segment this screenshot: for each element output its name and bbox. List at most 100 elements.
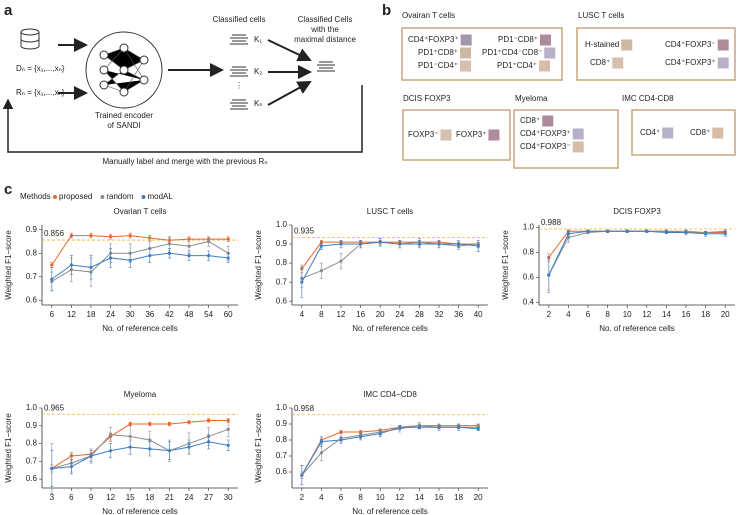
cell-image <box>572 141 584 153</box>
point <box>148 236 152 240</box>
x-tick-label: 24 <box>185 493 194 502</box>
point <box>625 229 629 233</box>
x-tick-label: 30 <box>126 310 135 319</box>
x-tick-label: 4 <box>300 310 305 319</box>
point <box>339 430 343 434</box>
y-tick-label: 0.6 <box>26 474 38 483</box>
group-title: Myeloma <box>515 94 548 103</box>
point <box>339 242 343 246</box>
x-tick-label: 24 <box>106 310 115 319</box>
point <box>226 237 230 241</box>
x-tick-label: 18 <box>87 310 96 319</box>
x-tick-label: 32 <box>435 310 444 319</box>
x-tick-label: 18 <box>145 493 154 502</box>
cell-label: PD1⁻CD4⁺ <box>418 61 458 70</box>
point <box>476 427 480 431</box>
cell-image <box>612 57 624 69</box>
x-tick-label: 14 <box>415 493 424 502</box>
point <box>69 263 73 267</box>
series-line <box>301 425 479 476</box>
series-line <box>301 241 479 283</box>
feedback-label: Manually label and merge with the previo… <box>102 157 267 166</box>
x-tick-label: 42 <box>165 310 174 319</box>
group-box <box>401 27 563 81</box>
point <box>476 244 480 248</box>
y-tick-label: 0.9 <box>276 239 288 248</box>
x-axis-label: No. of reference cells <box>599 324 675 333</box>
legend-label: modAL <box>147 192 173 201</box>
point <box>207 253 211 258</box>
group-box <box>631 109 736 156</box>
point <box>128 258 132 262</box>
y-axis-label: Weighted F1−score <box>254 230 263 300</box>
y-tick-label: 0.6 <box>523 273 535 282</box>
chart-title: IMC CD4−CD8 <box>363 390 417 399</box>
point <box>148 438 152 442</box>
x-tick-label: 24 <box>395 310 404 319</box>
y-tick-label: 0.6 <box>276 467 288 476</box>
cell-label: CD8⁺ <box>590 58 610 67</box>
x-tick-label: 18 <box>701 310 710 319</box>
x-tick-label: 16 <box>435 493 444 502</box>
point <box>89 233 93 238</box>
point <box>109 235 113 239</box>
x-tick-label: 2 <box>547 310 552 319</box>
cell-label: CD4⁺FOXP3⁻ <box>520 142 571 151</box>
y-tick-label: 0.9 <box>26 225 38 234</box>
cell-label: CD4⁺ <box>640 128 660 137</box>
x-tick-label: 20 <box>721 310 730 319</box>
y-tick-label: 0.6 <box>276 296 288 305</box>
panel-label: a <box>4 2 13 19</box>
cell-label: PD1⁺CD8⁺ <box>418 48 458 57</box>
cell-image <box>460 34 472 46</box>
point <box>148 422 152 426</box>
point <box>417 425 421 429</box>
cluster-label: K₂ <box>254 67 262 76</box>
cell-image <box>539 60 551 72</box>
series-line <box>548 230 726 276</box>
legend-title: Methods <box>20 192 51 201</box>
series-line <box>301 241 479 270</box>
series-line <box>51 235 229 266</box>
point <box>378 240 382 244</box>
y-axis-label: Weighted F1−score <box>4 230 13 300</box>
point <box>437 425 441 429</box>
point <box>89 454 93 458</box>
series-line <box>301 241 479 279</box>
point <box>109 433 113 437</box>
reference-label: 0.856 <box>44 229 65 238</box>
x-tick-label: 4 <box>566 310 571 319</box>
encoder-label: Trained encoder <box>95 111 153 120</box>
y-tick-label: 0.7 <box>276 451 288 460</box>
y-tick-label: 0.7 <box>26 272 38 281</box>
x-tick-label: 28 <box>415 310 424 319</box>
x-tick-label: 16 <box>682 310 691 319</box>
series-line <box>301 426 479 476</box>
point <box>723 232 727 236</box>
x-tick-label: 12 <box>642 310 651 319</box>
x-tick-label: 60 <box>224 310 233 319</box>
x-tick-label: 40 <box>474 310 483 319</box>
cell-label: PD1⁻CD8⁺ <box>498 35 538 44</box>
reference-label: 0.988 <box>541 218 562 227</box>
point <box>207 239 211 244</box>
x-tick-label: 6 <box>339 493 344 502</box>
x-tick-label: 6 <box>586 310 591 319</box>
y-tick-label: 0.9 <box>276 419 288 428</box>
point <box>167 449 171 453</box>
point <box>128 445 132 449</box>
group-title: Ovairan T cells <box>402 11 455 20</box>
legend-marker <box>141 195 146 199</box>
reference-label: 0.965 <box>44 403 65 412</box>
selected-label: maximal distance <box>294 35 356 44</box>
point <box>566 232 571 236</box>
point <box>664 230 669 235</box>
y-tick-label: 0.8 <box>26 439 38 448</box>
point <box>457 242 461 246</box>
group-title: DCIS FOXP3 <box>403 94 451 103</box>
point <box>187 244 191 248</box>
legend-marker <box>100 195 105 199</box>
x-tick-label: 36 <box>454 310 463 319</box>
series-line <box>548 230 726 258</box>
cell-label: PD1⁺CD4⁺ <box>497 61 537 70</box>
